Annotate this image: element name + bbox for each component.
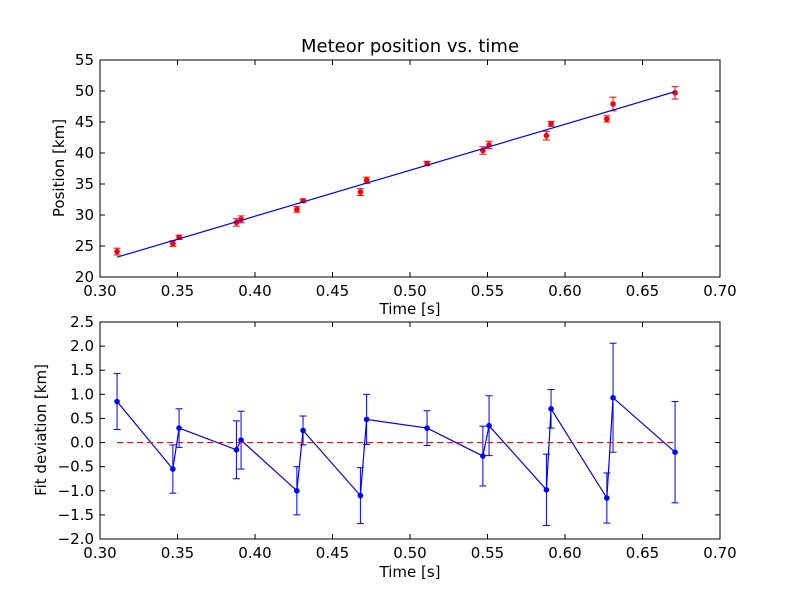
data-point xyxy=(170,466,176,472)
y-axis-label: Position [km] xyxy=(50,119,68,217)
x-tick-label: 0.35 xyxy=(161,544,194,562)
x-tick-label: 0.45 xyxy=(316,282,349,300)
chart-title: Meteor position vs. time xyxy=(301,36,519,57)
x-tick-label: 0.50 xyxy=(393,282,426,300)
data-point xyxy=(357,189,364,195)
data-point xyxy=(176,425,182,431)
x-tick-label: 0.35 xyxy=(161,282,194,300)
data-point xyxy=(672,90,678,96)
data-point xyxy=(672,449,678,456)
data-point xyxy=(610,394,616,401)
y-tick-label: 1.0 xyxy=(70,385,94,403)
x-axis-label: Time [s] xyxy=(379,563,441,581)
y-tick-label: 35 xyxy=(75,175,94,193)
x-tick-label: 0.50 xyxy=(393,544,426,562)
y-tick-label: 2.0 xyxy=(70,337,94,355)
data-point xyxy=(294,487,300,494)
y-tick-label: 55 xyxy=(75,51,94,69)
y-axis-label: Fit deviation [km] xyxy=(32,364,50,496)
x-tick-label: 0.30 xyxy=(83,544,116,562)
data-point xyxy=(233,446,240,453)
x-tick-label: 0.40 xyxy=(238,544,271,562)
x-tick-label: 0.55 xyxy=(471,282,504,300)
y-tick-label: 30 xyxy=(75,206,94,224)
y-tick-label: −0.5 xyxy=(58,458,94,476)
position-plot: Meteor position vs. time 0.30 0.35 0.40 0.4… xyxy=(50,36,737,318)
y-tick-label: 50 xyxy=(75,82,94,100)
data-point xyxy=(114,248,120,255)
y-tick-label: −1.0 xyxy=(58,482,94,500)
data-point xyxy=(480,453,486,459)
x-tick-label: 0.70 xyxy=(703,544,736,562)
x-tick-label: 0.45 xyxy=(316,544,349,562)
data-point xyxy=(363,416,370,423)
fit-line xyxy=(116,91,676,258)
axis-ticks: 0.30 0.35 0.40 0.45 0.50 0.55 0.60 0.65 0.70 20 25… xyxy=(75,51,737,300)
data-point xyxy=(543,487,550,493)
data-point xyxy=(604,495,610,501)
x-tick-label: 0.70 xyxy=(703,282,736,300)
y-tick-label: 25 xyxy=(75,237,94,255)
x-tick-label: 0.65 xyxy=(626,544,659,562)
data-point xyxy=(543,132,550,139)
data-point xyxy=(114,398,120,405)
y-tick-label: 20 xyxy=(75,268,94,286)
y-tick-label: 40 xyxy=(75,144,94,162)
data-point xyxy=(170,240,176,247)
x-tick-label: 0.60 xyxy=(548,544,581,562)
data-point xyxy=(604,116,610,122)
x-tick-label: 0.55 xyxy=(471,544,504,562)
y-tick-label: 1.5 xyxy=(70,361,94,379)
data-point xyxy=(238,437,244,443)
x-tick-label: 0.60 xyxy=(548,282,581,300)
x-tick-label: 0.40 xyxy=(238,282,271,300)
y-tick-label: −1.5 xyxy=(58,506,94,524)
y-tick-label: 0.0 xyxy=(70,434,94,452)
data-point xyxy=(424,425,430,431)
x-axis-label: Time [s] xyxy=(379,300,441,318)
data-point xyxy=(486,422,492,429)
data-point xyxy=(548,121,554,127)
x-tick-label: 0.30 xyxy=(83,282,116,300)
deviation-plot: 0.30 0.35 0.40 0.45 0.50 0.55 0.60 0.65 0.70 −2.0… xyxy=(32,313,737,581)
data-point xyxy=(548,406,554,412)
axis-ticks: 0.30 0.35 0.40 0.45 0.50 0.55 0.60 0.65 0.70 −2.0… xyxy=(58,313,737,562)
y-tick-label: 2.5 xyxy=(70,313,94,331)
data-point xyxy=(610,101,616,107)
data-point xyxy=(300,427,306,434)
y-tick-label: −2.0 xyxy=(58,530,94,548)
y-tick-label: 45 xyxy=(75,113,94,131)
data-point xyxy=(294,206,300,213)
data-point xyxy=(363,177,370,184)
y-tick-label: 0.5 xyxy=(70,409,94,427)
data-point xyxy=(357,492,364,499)
x-tick-label: 0.65 xyxy=(626,282,659,300)
